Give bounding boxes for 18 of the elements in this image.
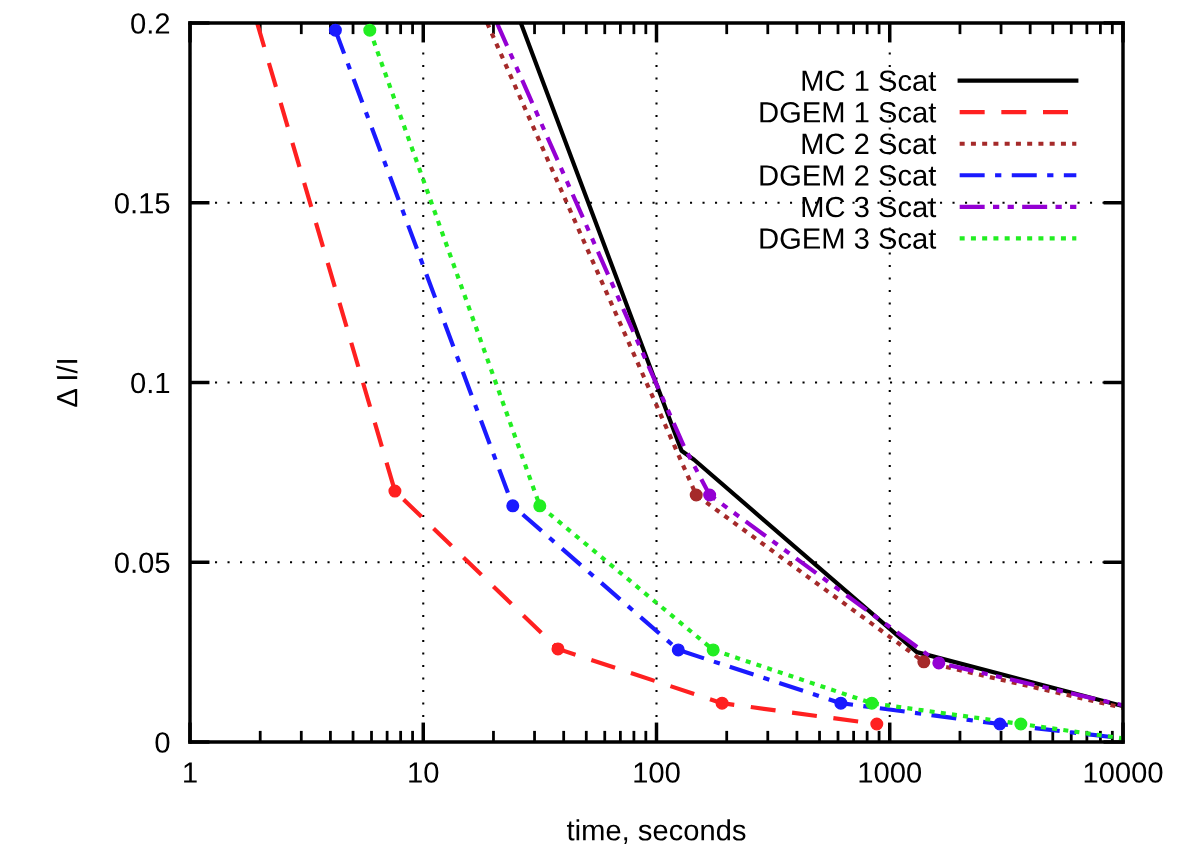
y-tick-label: 0.1 — [131, 372, 170, 394]
x-tick-label: 1000 — [859, 762, 922, 783]
y-tick-label: 0 — [155, 732, 170, 753]
x-tick-label: 10000 — [1084, 762, 1163, 783]
x-tick-label: 1 — [184, 762, 197, 783]
y-axis-title: Δ I/I — [56, 360, 78, 407]
legend-label: MC 3 Scat — [802, 196, 937, 218]
x-tick-label: 100 — [634, 762, 680, 783]
legend-label: MC 1 Scat — [802, 70, 937, 92]
legend-label: MC 2 Scat — [802, 133, 937, 155]
y-tick-label: 0.2 — [131, 13, 170, 34]
x-axis-title: time, seconds — [566, 819, 746, 845]
x-tick-label: 10 — [409, 762, 439, 783]
legend-label: DGEM 3 Scat — [760, 228, 937, 249]
y-tick-label: 0.05 — [114, 552, 170, 574]
legend-label: DGEM 2 Scat — [760, 165, 937, 186]
legend-label: DGEM 1 Scat — [760, 102, 937, 123]
y-tick-label: 0.15 — [114, 192, 170, 214]
